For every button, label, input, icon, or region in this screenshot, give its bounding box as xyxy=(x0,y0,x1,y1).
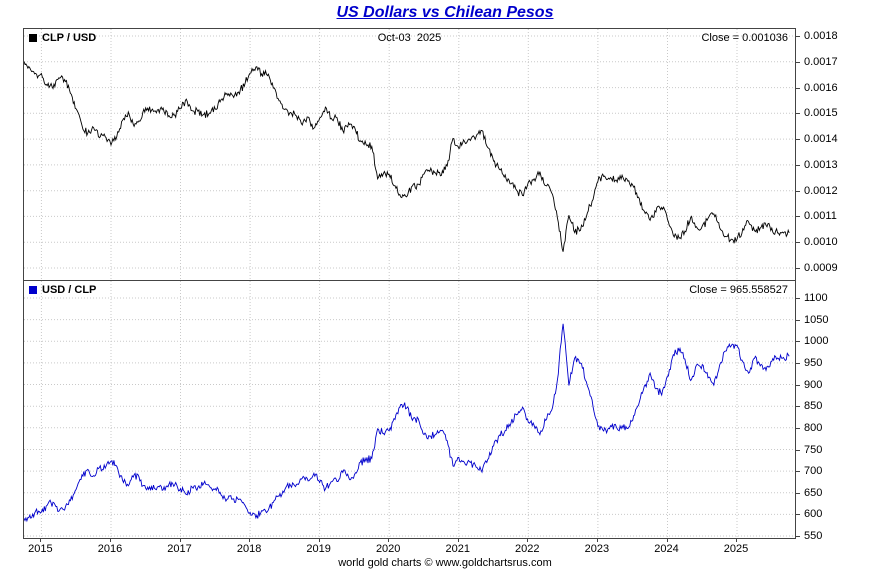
y-tick-label: 1000 xyxy=(804,335,829,348)
y-axis-tick xyxy=(796,36,800,37)
y-tick-label: 700 xyxy=(804,465,823,478)
x-axis-tick xyxy=(40,539,42,542)
y-axis-tick xyxy=(796,87,800,89)
y-tick-label: 0.0018 xyxy=(804,30,838,42)
y-tick-label: 600 xyxy=(804,508,823,521)
y-axis-tick xyxy=(796,319,800,321)
x-tick-year-label: 2015 xyxy=(28,543,53,555)
y-axis-tick xyxy=(796,427,800,429)
y-tick-label: 0.0016 xyxy=(804,81,838,94)
y-axis-tick xyxy=(796,298,800,299)
y-tick-label: 0.0017 xyxy=(804,55,838,68)
y-tick-label: 0.0010 xyxy=(804,236,838,249)
y-tick-label: 650 xyxy=(804,486,823,499)
y-axis-tick xyxy=(796,61,800,63)
x-axis-tick xyxy=(736,539,737,542)
shared-x-axis-years: 2015 2016 2017 2018 2019 2020 2021 2022 2023 2024… xyxy=(23,539,794,556)
y-tick-label: 0.0009 xyxy=(804,262,838,274)
usd-clp-chart-panel: USD / CLP Close = 965.558527 xyxy=(23,280,796,539)
x-axis-tick xyxy=(318,539,320,542)
clp-usd-chart-panel: CLP / USD Oct-03 2025 Close = 0.001036 xyxy=(23,28,796,281)
x-axis-tick xyxy=(596,539,598,542)
y-axis-tick xyxy=(796,216,800,218)
y-tick-label: 1100 xyxy=(804,292,828,304)
x-axis-tick xyxy=(457,539,459,542)
y-tick-label: 0.0012 xyxy=(804,184,838,197)
chart-date-label: Oct-03 2025 xyxy=(377,32,442,44)
y-axis-tick xyxy=(796,139,800,141)
x-tick-year-label: 2018 xyxy=(236,543,262,555)
x-axis-tick xyxy=(249,539,251,542)
x-axis-tick xyxy=(527,539,529,542)
y-axis-tick xyxy=(796,190,800,192)
x-tick-year-label: 2025 xyxy=(723,543,749,555)
page-title: US Dollars vs Chilean Pesos xyxy=(336,4,554,21)
usd-clp-line-chart xyxy=(24,281,795,538)
y-tick-label: 800 xyxy=(804,421,823,434)
clp-usd-y-axis: 0.0018 0.0017 0.0016 0.0015 0.0014 0.0013 0.00… xyxy=(796,29,890,280)
y-tick-label: 550 xyxy=(804,530,823,542)
y-axis-tick xyxy=(796,471,800,473)
x-axis-tick xyxy=(179,539,181,542)
x-tick-year-label: 2020 xyxy=(375,543,401,555)
y-axis-tick xyxy=(796,341,800,343)
footer-credit: world gold charts © www.goldchartsrus.co… xyxy=(338,557,552,569)
y-tick-label: 950 xyxy=(804,356,823,369)
usd-clp-close-value: Close = 965.558527 xyxy=(689,284,788,296)
x-axis-tick xyxy=(110,539,111,542)
y-axis-tick xyxy=(796,113,800,115)
y-tick-label: 1050 xyxy=(804,313,829,326)
y-tick-label: 0.0015 xyxy=(804,107,838,120)
usd-clp-legend-swatch-icon xyxy=(29,286,37,294)
clp-usd-legend-label: CLP / USD xyxy=(42,32,97,44)
y-axis-tick xyxy=(796,536,800,537)
usd-clp-legend-label: USD / CLP xyxy=(42,284,97,296)
y-axis-tick xyxy=(796,514,800,516)
x-tick-year-label: 2024 xyxy=(654,543,679,555)
x-tick-year-label: 2019 xyxy=(306,543,331,555)
y-axis-tick xyxy=(796,164,800,166)
x-tick-year-label: 2017 xyxy=(167,543,192,555)
y-axis-tick xyxy=(796,449,800,451)
y-tick-label: 0.0011 xyxy=(804,210,837,223)
x-axis-tick xyxy=(388,539,390,542)
x-tick-year-label: 2021 xyxy=(445,543,471,555)
usd-clp-legend: USD / CLP xyxy=(29,284,96,296)
x-tick-year-label: 2016 xyxy=(97,543,123,555)
clp-usd-legend: CLP / USD xyxy=(29,32,96,44)
y-tick-label: 900 xyxy=(804,378,823,391)
y-tick-label: 0.0014 xyxy=(804,133,838,146)
y-axis-tick xyxy=(796,384,800,386)
y-tick-label: 850 xyxy=(804,400,823,413)
y-axis-tick xyxy=(796,268,800,269)
y-axis-tick xyxy=(796,406,800,408)
chart-area: CLP / USD Oct-03 2025 Close = 0.001036 U… xyxy=(23,28,796,539)
y-tick-label: 0.0013 xyxy=(804,158,838,171)
y-axis-tick xyxy=(796,362,800,364)
clp-usd-legend-swatch-icon xyxy=(29,34,37,42)
clp-usd-line-chart xyxy=(24,29,795,280)
y-axis-tick xyxy=(796,492,800,494)
x-tick-year-label: 2022 xyxy=(515,543,540,555)
x-tick-year-label: 2023 xyxy=(584,543,610,555)
x-axis-tick xyxy=(666,539,668,542)
usd-clp-y-axis: 1100 1050 1000 950 900 850 800 750 700 650 600 550 xyxy=(796,281,890,542)
y-tick-label: 750 xyxy=(804,443,823,456)
y-axis-tick xyxy=(796,242,800,244)
clp-usd-close-value: Close = 0.001036 xyxy=(701,32,788,44)
